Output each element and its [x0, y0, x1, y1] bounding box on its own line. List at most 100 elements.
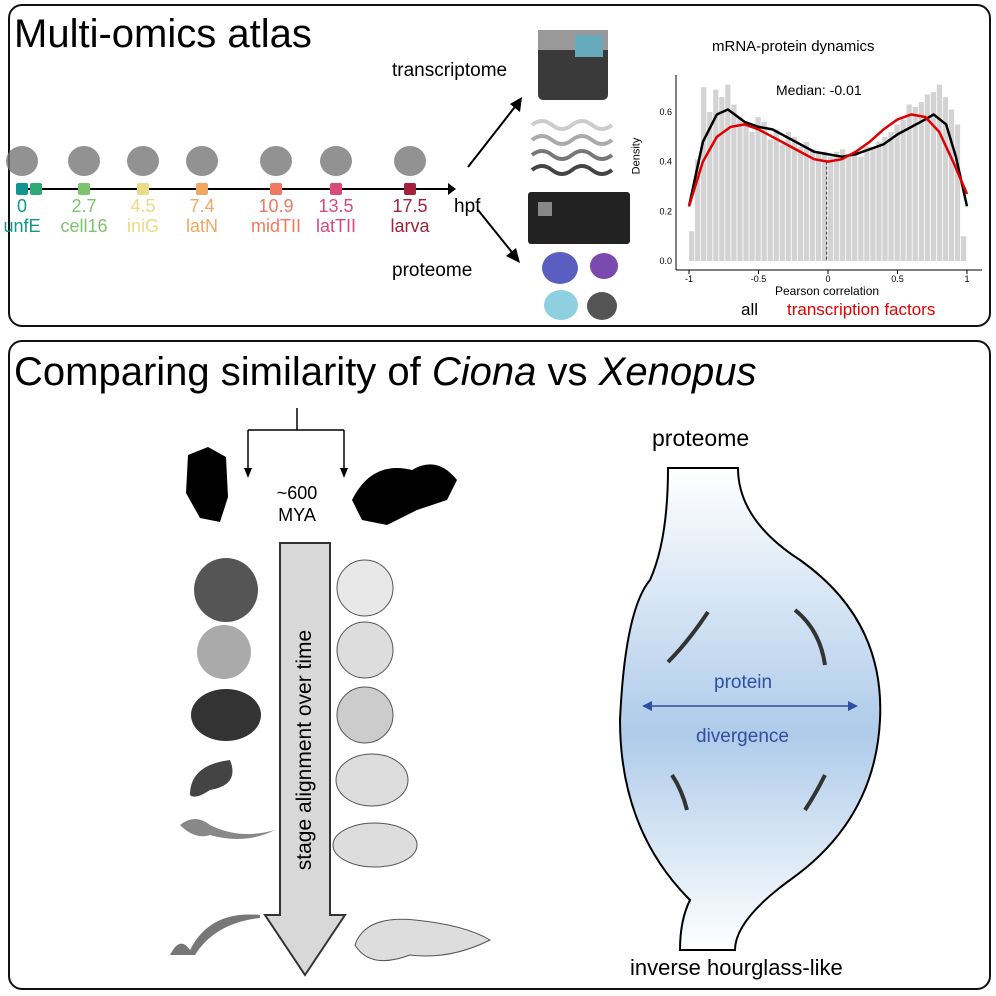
stage-name: larva: [390, 216, 430, 236]
histogram-bar: [773, 129, 779, 261]
stage-time: 4.5: [130, 196, 156, 216]
proteome-heading: proteome: [652, 425, 750, 451]
stage-name: latTII: [315, 216, 357, 236]
stage-marker: [270, 183, 282, 195]
histogram-bar: [960, 236, 967, 261]
histogram-bar: [930, 92, 936, 261]
proteome-label: proteome: [392, 260, 473, 281]
legend-all: all: [741, 300, 759, 319]
stage-time: 7.4: [189, 196, 215, 216]
histogram-bar: [828, 156, 834, 261]
histogram-bar: [834, 151, 840, 261]
histogram-bar: [737, 116, 743, 261]
mass-spectrometer-icon: [528, 192, 630, 244]
histogram-bar: [870, 146, 876, 261]
histogram-bar: [912, 107, 918, 262]
stage-label: 7.4 latN: [186, 196, 218, 236]
panel-title: Multi-omics atlas: [14, 12, 312, 56]
stage-marker: [404, 183, 416, 195]
stage-embryo: [127, 146, 159, 176]
stage-embryo: [320, 146, 352, 176]
stage-label: 0 unfE: [3, 196, 40, 236]
histogram-bar: [719, 97, 725, 261]
histogram-bar: [731, 104, 737, 261]
histogram-bar: [900, 119, 906, 261]
histogram-bar: [779, 144, 785, 261]
chart-title: mRNA-protein dynamics: [712, 38, 875, 55]
density-curve: [687, 108, 969, 207]
histogram-bar: [785, 131, 791, 261]
stage-label: 17.5 larva: [390, 196, 429, 236]
x-tick-label: -1: [685, 274, 693, 284]
x-tick-label: -0.5: [751, 274, 767, 284]
legend-tf: transcription factors: [787, 300, 936, 319]
stage-alignment-label: stage alignment over time: [293, 629, 316, 871]
stage-name: cell16: [60, 216, 108, 236]
histogram-bar: [840, 149, 846, 261]
histogram-bar: [852, 151, 858, 261]
histogram-bar: [791, 136, 797, 261]
stage-embryo: [260, 146, 292, 176]
stage-alignment-arrow: [263, 542, 347, 977]
histogram-bar: [936, 84, 943, 261]
histogram-bar: [821, 151, 828, 261]
stage-label: 13.5 latTII: [316, 196, 356, 236]
divergence-time-value: ~600: [276, 483, 318, 503]
histogram-bar: [707, 112, 713, 261]
stage-name: latN: [185, 216, 219, 236]
comparison-panel: [8, 340, 991, 990]
histogram-bar: [743, 121, 749, 261]
histogram-bar: [797, 146, 804, 261]
histogram-bar: [858, 156, 864, 261]
species-xenopus: Xenopus: [598, 350, 757, 394]
histogram-bar: [701, 87, 707, 262]
inverse-hourglass-shape: [618, 467, 882, 951]
x-axis-label: Pearson correlation: [775, 284, 880, 298]
stage-embryo: [186, 146, 218, 176]
histogram-bar: [918, 102, 924, 261]
histogram-bar: [767, 139, 773, 261]
stage-time: 13.5: [318, 196, 354, 216]
divergence-time: ~600 MYA: [262, 482, 332, 526]
histogram-bar: [815, 151, 822, 261]
x-tick-label: 1: [964, 274, 969, 284]
stage-time: 2.7: [71, 196, 97, 216]
histogram-bar: [876, 141, 882, 261]
title-prefix: Comparing similarity of: [14, 350, 432, 394]
ciona-silhouette: [186, 447, 228, 522]
histogram-bar: [954, 124, 961, 262]
histogram-bar: [894, 124, 900, 262]
histogram-bar: [882, 136, 888, 261]
histogram-bar: [924, 94, 930, 261]
transcriptome-label: transcriptome: [392, 60, 508, 81]
x-tick-label: 0: [825, 274, 830, 284]
histogram-bar: [713, 89, 719, 262]
histogram-bar: [695, 159, 701, 261]
divergence-label: divergence: [696, 726, 789, 747]
title-vs: vs: [536, 350, 599, 394]
histogram-bar: [864, 146, 870, 261]
stage-embryo: [68, 146, 100, 176]
stage-marker: [30, 183, 42, 195]
stage-time: 10.9: [258, 196, 294, 216]
median-annotation: Median: -0.01: [776, 82, 862, 98]
histogram-bar: [761, 121, 767, 261]
y-tick-label: 0.2: [659, 206, 672, 216]
species-ciona: Ciona: [431, 350, 537, 394]
timeline-unit: hpf: [454, 196, 481, 217]
histogram-bar: [809, 149, 816, 261]
stage-embryo: [6, 146, 38, 176]
histogram-bar: [803, 141, 810, 261]
stage-time: 0: [16, 196, 27, 216]
stage-label: 10.9 midTII: [251, 196, 301, 236]
x-tick-label: 0.5: [891, 274, 904, 284]
histogram-bar: [725, 84, 731, 261]
sequencer-icon: [538, 30, 608, 100]
stage-label: 4.5 iniG: [127, 196, 159, 236]
stage-marker: [137, 183, 149, 195]
histogram-bar: [906, 104, 912, 261]
histogram-bar: [689, 231, 695, 261]
